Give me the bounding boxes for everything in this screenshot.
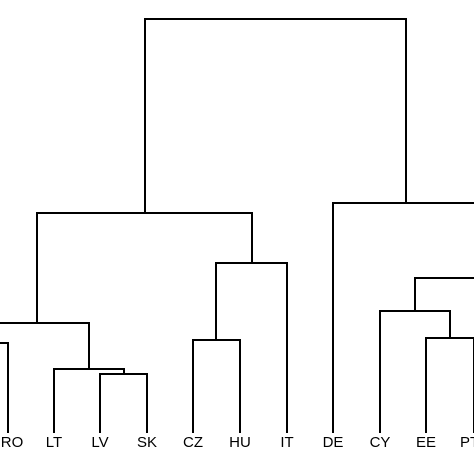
- dendrogram-link-merge-de-rest: [332, 202, 474, 433]
- leaf-label-cz: CZ: [183, 434, 203, 451]
- leaf-label-de: DE: [323, 434, 344, 451]
- dendrogram-link-merge-ee-pt: [425, 337, 474, 433]
- leaf-label-sk: SK: [137, 434, 157, 451]
- dendrogram-link-merge-east-group: [36, 212, 253, 324]
- dendrogram-link-merge-ro-lt-lv-sk: [0, 322, 90, 370]
- dendrogram-link-merge-root: [144, 18, 407, 214]
- dendrogram-link-merge-cy-right: [414, 277, 474, 312]
- leaf-label-pt: PT: [460, 434, 474, 451]
- dendrogram-link-merge-lt-lvsk: [53, 368, 125, 433]
- dendrogram-link-merge-cz-hu: [192, 339, 241, 433]
- leaf-label-ro: RO: [1, 434, 24, 451]
- dendrogram-link-merge-czhu-it: [215, 262, 288, 433]
- dendrogram-link-merge-cy-eept: [379, 310, 451, 433]
- leaf-label-it: IT: [280, 434, 293, 451]
- dendrogram-link-merge-lv-sk: [99, 373, 148, 433]
- leaf-label-lt: LT: [46, 434, 62, 451]
- leaf-label-hu: HU: [229, 434, 251, 451]
- dendrogram-link-merge-ro-left: [0, 342, 9, 433]
- leaf-label-lv: LV: [91, 434, 108, 451]
- leaf-label-cy: CY: [370, 434, 391, 451]
- leaf-label-ee: EE: [416, 434, 436, 451]
